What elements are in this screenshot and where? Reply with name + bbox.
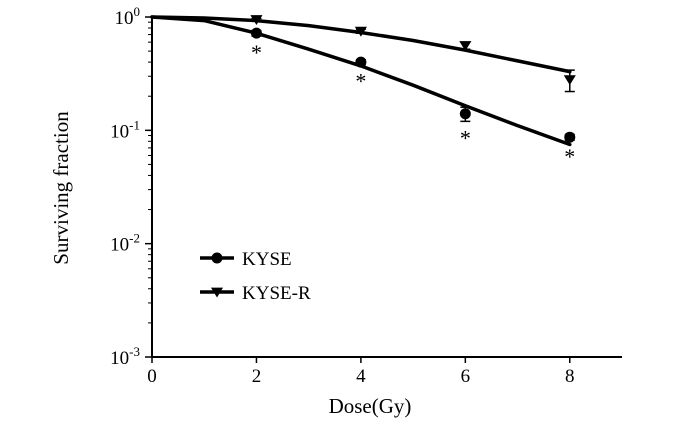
x-tick-label: 2 <box>252 366 262 387</box>
x-tick-label: 4 <box>356 366 366 387</box>
triangle-marker <box>210 287 224 298</box>
axes <box>151 17 622 358</box>
significance-star: * <box>355 69 366 94</box>
legend: KYSE KYSE-R <box>200 249 311 304</box>
triangle-marker <box>459 41 472 52</box>
y-tick-base: 10 <box>110 121 129 142</box>
x-axis-title: Dose(Gy) <box>329 394 412 418</box>
circle-marker <box>250 27 262 39</box>
y-tick-label: 10-1 <box>110 117 140 142</box>
legend-label: KYSE <box>242 249 292 270</box>
y-tick-exponent: -2 <box>129 231 140 246</box>
y-tick-label: 10-3 <box>110 344 140 369</box>
y-tick-exponent: -1 <box>129 117 140 132</box>
x-tick-label: 8 <box>565 366 575 387</box>
y-axis-title: Surviving fraction <box>49 111 73 265</box>
y-tick-label: 10-2 <box>110 231 140 256</box>
significance-star: * <box>251 40 262 65</box>
y-tick-exponent: -3 <box>129 344 140 359</box>
significance-star: * <box>564 144 575 169</box>
circle-marker <box>459 108 471 120</box>
y-tick-label: 100 <box>115 4 141 29</box>
triangle-marker <box>563 75 576 86</box>
circle-marker <box>211 252 223 264</box>
y-tick-base: 10 <box>115 8 134 29</box>
legend-label: KYSE-R <box>242 283 311 304</box>
triangle-marker <box>354 26 367 37</box>
significance-annotations: * * * * <box>251 40 575 169</box>
error-bars <box>251 17 575 141</box>
data-markers <box>250 15 576 143</box>
significance-star: * <box>460 125 471 150</box>
y-tick-base: 10 <box>110 348 129 369</box>
circle-marker <box>564 131 576 143</box>
triangle-marker <box>250 15 263 26</box>
x-tick-label: 0 <box>147 366 157 387</box>
circle-marker <box>355 56 367 68</box>
y-tick-exponent: 0 <box>134 4 141 19</box>
x-tick-label: 6 <box>461 366 471 387</box>
y-tick-base: 10 <box>110 235 129 256</box>
